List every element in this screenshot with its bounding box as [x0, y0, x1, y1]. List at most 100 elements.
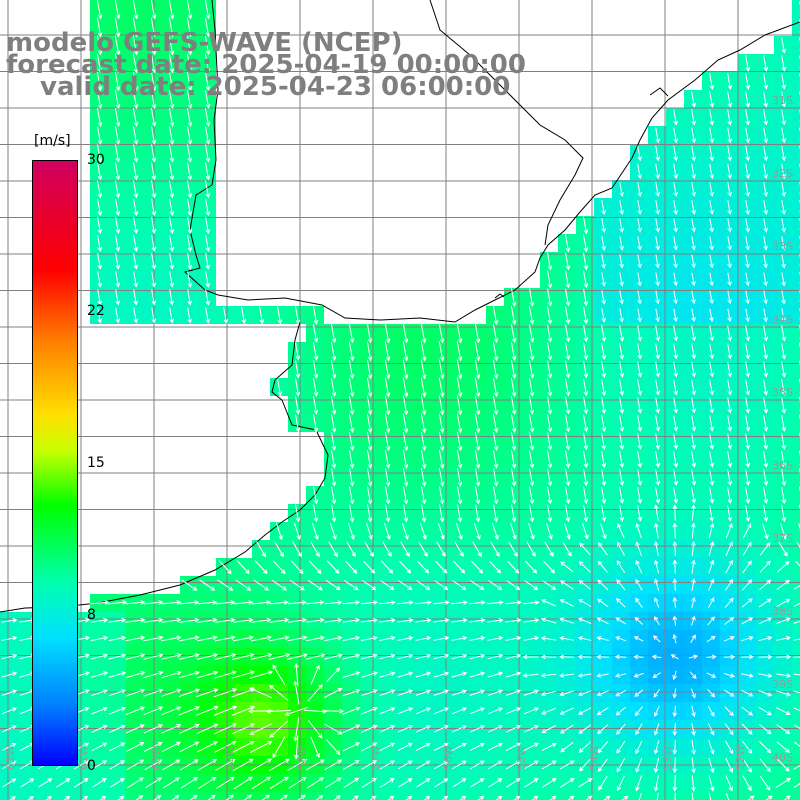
wind-arrow — [434, 580, 449, 591]
wind-arrow — [313, 414, 319, 433]
wind-arrow — [402, 449, 409, 470]
wind-arrow — [727, 361, 733, 378]
wind-arrow — [614, 673, 627, 678]
wind-speed-cell — [792, 144, 800, 162]
wind-speed-cell — [792, 612, 800, 630]
wind-speed-cell — [792, 702, 800, 720]
wind-arrow — [487, 742, 503, 751]
wind-arrow — [601, 432, 607, 451]
wind-arrow — [415, 671, 432, 678]
wind-arrow — [776, 617, 791, 625]
wind-arrow — [565, 342, 571, 361]
colorbar-label-0: 0 — [87, 758, 96, 774]
wind-arrow — [510, 396, 517, 415]
wind-arrow — [90, 653, 109, 660]
wind-arrow — [763, 343, 769, 360]
colorbar-label-30: 30 — [87, 152, 105, 168]
wind-arrow — [707, 597, 715, 609]
wind-arrow — [435, 560, 448, 574]
wind-arrow — [597, 579, 609, 591]
wind-arrow — [151, 198, 157, 217]
wind-arrow — [778, 541, 788, 557]
wind-arrow — [577, 654, 592, 660]
wind-arrow — [361, 777, 378, 788]
wind-arrow — [727, 290, 732, 305]
wind-arrow — [109, 760, 126, 770]
wind-arrow — [420, 413, 427, 434]
wind-arrow — [793, 602, 800, 607]
wind-arrow — [562, 541, 572, 557]
wind-arrow — [619, 181, 624, 198]
wind-arrow — [295, 306, 301, 325]
wind-arrow — [433, 618, 450, 623]
wind-arrow — [205, 235, 211, 252]
wind-arrow — [384, 377, 391, 398]
wind-arrow — [601, 308, 606, 323]
wind-arrow — [655, 397, 661, 414]
wind-arrow — [619, 272, 624, 287]
wind-arrow — [265, 709, 292, 714]
wind-arrow — [324, 600, 343, 605]
wind-arrow — [379, 671, 396, 678]
wind-arrow — [451, 635, 468, 641]
wind-arrow — [725, 541, 733, 557]
wind-arrow — [438, 359, 445, 380]
wind-arrow — [493, 486, 499, 505]
wind-arrow — [186, 0, 193, 20]
wind-speed-cell — [756, 792, 774, 800]
wind-arrow — [673, 433, 679, 450]
wind-arrow — [132, 89, 139, 110]
wind-arrow — [691, 469, 697, 486]
wind-arrow — [653, 757, 660, 774]
wind-arrow — [397, 600, 414, 605]
wind-arrow — [763, 504, 769, 523]
wind-arrow — [727, 127, 733, 144]
wind-arrow — [763, 218, 768, 233]
wind-arrow — [324, 687, 343, 698]
wind-speed-cell — [792, 0, 800, 18]
wind-arrow — [433, 742, 449, 751]
wind-arrow — [109, 742, 126, 752]
wind-speed-cell — [792, 90, 800, 108]
wind-arrow — [324, 635, 343, 642]
wind-arrow — [583, 450, 589, 469]
wind-arrow — [709, 343, 715, 360]
wind-arrow — [346, 541, 356, 558]
wind-arrow — [745, 182, 750, 197]
wind-arrow — [143, 670, 164, 679]
wind-arrow — [619, 236, 624, 251]
wind-arrow — [469, 635, 486, 641]
wind-arrow — [523, 635, 540, 641]
wind-arrow — [186, 53, 193, 74]
wind-arrow — [349, 486, 355, 505]
wind-arrow — [286, 653, 309, 660]
wind-arrow — [161, 706, 182, 716]
wind-arrow — [423, 795, 431, 800]
wind-arrow — [402, 359, 409, 380]
wind-arrow — [197, 617, 218, 623]
wind-arrow — [582, 523, 589, 540]
wind-arrow — [169, 307, 175, 324]
wind-arrow — [451, 689, 468, 696]
wind-arrow — [577, 673, 592, 678]
wind-arrow — [253, 579, 270, 591]
wind-arrow — [161, 724, 182, 734]
wind-speed-cell — [198, 792, 216, 800]
wind-arrow — [633, 672, 644, 678]
wind-arrow — [598, 775, 608, 791]
wind-arrow — [578, 560, 591, 573]
wind-arrow — [315, 794, 324, 800]
wind-arrow — [619, 415, 625, 432]
wind-arrow — [438, 468, 445, 487]
wind-arrow — [456, 450, 463, 469]
latitude-label: 35S — [772, 386, 793, 399]
wind-arrow — [161, 653, 182, 660]
wind-arrow — [505, 600, 522, 605]
wind-arrow — [634, 689, 644, 697]
wind-arrow — [474, 450, 481, 469]
wind-arrow — [418, 541, 428, 557]
wind-arrow — [213, 688, 238, 698]
wind-arrow — [417, 560, 430, 574]
wind-arrow — [653, 740, 660, 755]
wind-arrow — [673, 451, 679, 468]
